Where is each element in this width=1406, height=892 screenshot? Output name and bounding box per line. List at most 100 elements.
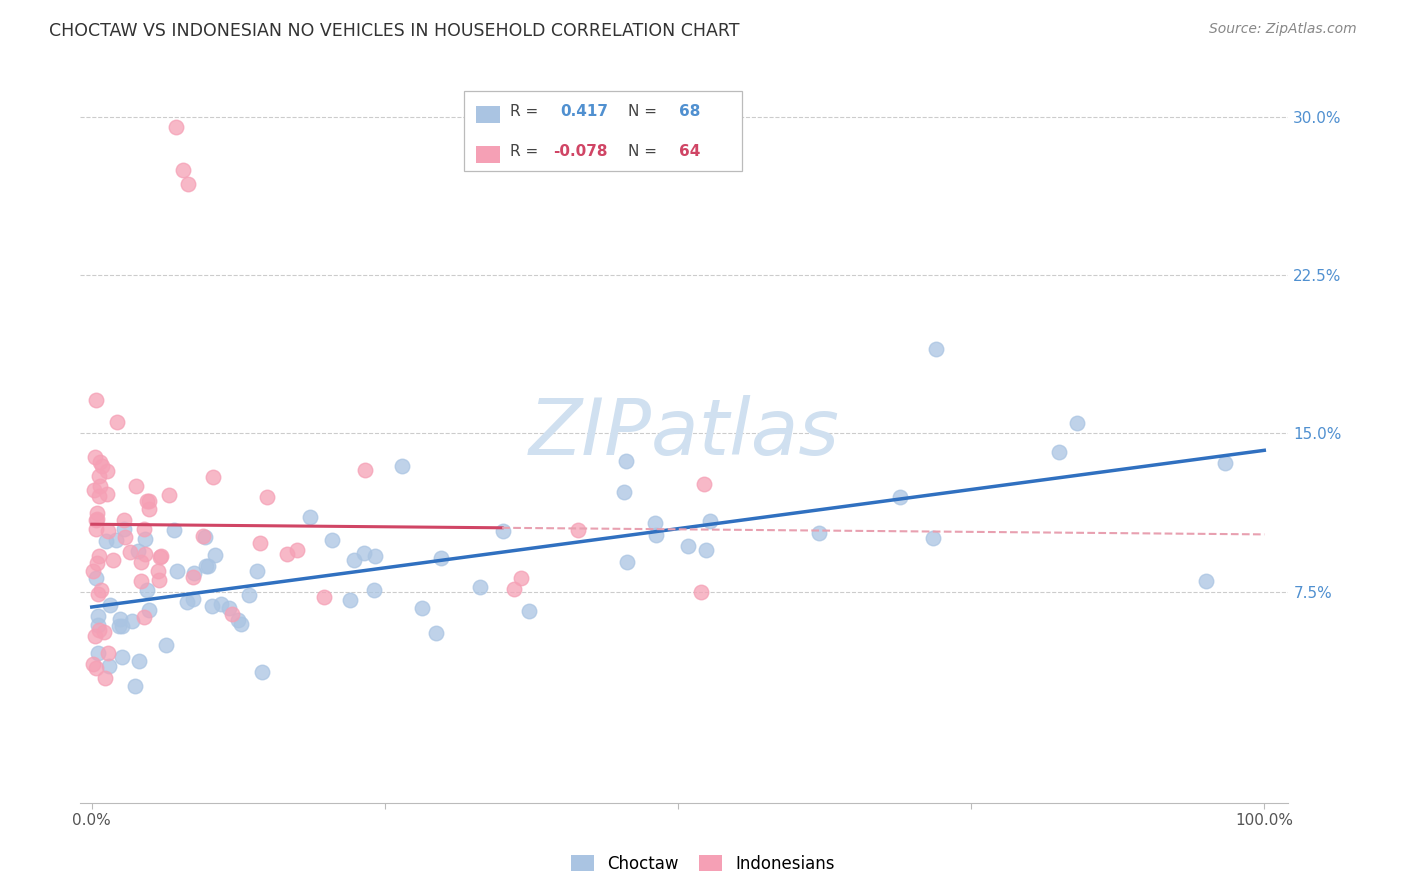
Point	[221, 607, 243, 621]
Point	[96, 464, 118, 478]
Point	[124, 680, 146, 694]
Point	[157, 488, 180, 502]
Point	[250, 665, 273, 680]
Point	[83, 629, 105, 643]
Point	[155, 639, 177, 653]
Point	[127, 544, 149, 558]
Point	[218, 601, 240, 615]
Point	[354, 462, 377, 476]
Point	[644, 528, 666, 542]
Point	[135, 582, 157, 597]
Point	[353, 546, 375, 560]
Point	[134, 547, 156, 561]
Point	[176, 595, 198, 609]
Text: 0.417: 0.417	[561, 103, 609, 119]
Point	[83, 483, 105, 497]
Point	[84, 571, 107, 585]
Text: N =: N =	[628, 144, 657, 159]
Point	[246, 564, 269, 578]
Text: 64: 64	[679, 144, 700, 159]
Point	[138, 501, 160, 516]
Point	[699, 514, 721, 528]
Point	[391, 458, 413, 473]
Point	[84, 392, 107, 407]
Point	[616, 555, 638, 569]
Text: -0.078: -0.078	[553, 144, 607, 159]
Point	[93, 624, 115, 639]
Point	[430, 551, 453, 566]
Point	[613, 484, 636, 499]
Point	[925, 342, 948, 356]
Point	[181, 570, 204, 584]
Point	[107, 619, 129, 633]
Point	[411, 601, 433, 615]
Point	[517, 604, 540, 618]
Point	[108, 612, 131, 626]
Point	[111, 619, 134, 633]
Point	[149, 549, 172, 564]
Point	[128, 654, 150, 668]
Point	[97, 524, 120, 539]
Point	[922, 532, 945, 546]
Point	[96, 487, 118, 501]
Point	[86, 511, 108, 525]
Point	[256, 490, 278, 504]
Point	[149, 549, 172, 563]
Point	[163, 524, 186, 538]
Point	[238, 588, 260, 602]
Point	[1195, 574, 1218, 588]
Bar	[477, 146, 501, 162]
Point	[695, 542, 717, 557]
Point	[172, 162, 194, 177]
Point	[194, 530, 217, 544]
Point	[503, 582, 526, 597]
Point	[314, 590, 336, 604]
Text: R =: R =	[510, 103, 538, 119]
Text: Source: ZipAtlas.com: Source: ZipAtlas.com	[1209, 22, 1357, 37]
Point	[195, 558, 218, 573]
Point	[82, 657, 104, 671]
Point	[1047, 445, 1070, 459]
Point	[191, 529, 214, 543]
Point	[89, 468, 111, 483]
Point	[197, 558, 219, 573]
Point	[510, 571, 533, 585]
Point	[146, 564, 169, 578]
Point	[90, 458, 112, 473]
Point	[470, 580, 492, 594]
Point	[201, 599, 224, 613]
Point	[166, 564, 188, 578]
Point	[97, 646, 120, 660]
Point	[87, 586, 110, 600]
Point	[135, 493, 157, 508]
Point	[87, 609, 110, 624]
Point	[339, 592, 361, 607]
Point	[364, 549, 387, 564]
Point	[111, 650, 134, 665]
Point	[104, 533, 127, 547]
Point	[148, 573, 170, 587]
Point	[276, 548, 298, 562]
Point	[644, 516, 666, 530]
Point	[132, 522, 155, 536]
Point	[86, 557, 108, 571]
Point	[87, 623, 110, 637]
Point	[98, 598, 121, 612]
FancyBboxPatch shape	[464, 91, 742, 171]
Point	[676, 539, 699, 553]
Point	[84, 450, 107, 464]
Point	[614, 454, 637, 468]
Point	[129, 574, 152, 588]
Legend: Choctaw, Indonesians: Choctaw, Indonesians	[564, 848, 842, 880]
Bar	[477, 106, 501, 123]
Text: ZIPatlas: ZIPatlas	[529, 395, 839, 471]
Point	[89, 455, 111, 469]
Point	[121, 614, 143, 628]
Point	[132, 610, 155, 624]
Text: N =: N =	[628, 103, 657, 119]
Point	[201, 470, 224, 484]
Point	[249, 536, 271, 550]
Text: R =: R =	[510, 144, 538, 159]
Point	[90, 582, 112, 597]
Point	[105, 415, 128, 429]
